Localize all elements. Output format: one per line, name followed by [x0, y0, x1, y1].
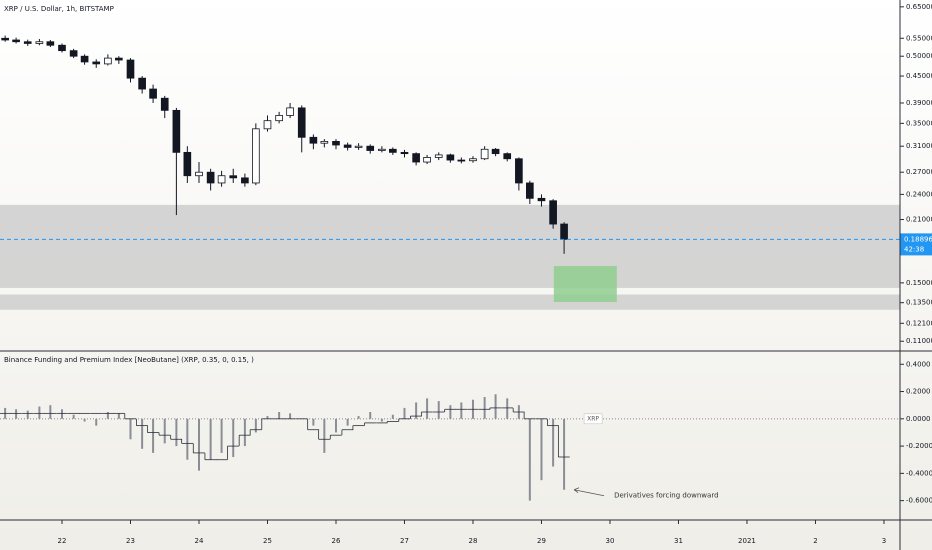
candle-body	[58, 44, 66, 52]
x-tick-label: 25	[263, 537, 272, 545]
candle-body	[423, 157, 431, 163]
x-tick-label: 3	[882, 537, 886, 545]
y-tick-label: 0.2000	[906, 388, 931, 396]
series-label: XRP	[587, 415, 599, 422]
candle-body	[446, 154, 455, 161]
candle-body	[12, 39, 20, 43]
y-tick-label: -0.6000	[906, 497, 932, 505]
candle-body	[252, 128, 260, 184]
candle-body	[183, 151, 192, 177]
y-tick-label: 0.4000	[906, 360, 931, 368]
candle-body	[1, 37, 9, 41]
x-tick-label: 31	[674, 537, 683, 545]
candle-body	[149, 88, 157, 99]
zone	[0, 204, 900, 288]
candle-body	[526, 182, 534, 199]
zone	[0, 294, 900, 310]
x-tick-label: 29	[537, 537, 546, 545]
x-tick-label: 22	[58, 537, 67, 545]
annotation-arrowhead	[573, 487, 580, 494]
candle-body	[400, 151, 409, 155]
target-box	[553, 266, 617, 302]
candle-body	[263, 120, 272, 130]
candle-body	[195, 171, 203, 177]
series-label-box	[583, 413, 603, 425]
last-price-box	[900, 233, 932, 256]
candle-body	[217, 175, 226, 184]
y-tick-label: 0.0000	[906, 415, 931, 423]
candle-body	[434, 154, 443, 158]
candle-body	[366, 145, 375, 151]
x-tick-label: 2	[813, 537, 817, 545]
indicator-title: Binance Funding and Premium Index [NeoBu…	[4, 356, 254, 364]
candle-body	[560, 223, 568, 240]
candle-body	[286, 107, 294, 116]
x-tick-label: 28	[469, 537, 478, 545]
x-tick-label: 27	[400, 537, 409, 545]
candle-body	[332, 141, 340, 146]
candle-body	[241, 177, 249, 184]
candle-body	[229, 175, 238, 179]
annotation-arrow	[574, 489, 605, 497]
y-tick-label: -0.2000	[906, 442, 932, 450]
candle-body	[389, 148, 397, 153]
candle-body	[343, 144, 352, 148]
x-tick-label: 24	[195, 537, 204, 545]
candle-body	[172, 109, 181, 153]
last-price-label: 0.18896	[904, 235, 932, 243]
y-tick-label: 0.11000	[906, 337, 932, 345]
candle-body	[46, 41, 55, 46]
candle-body	[503, 153, 512, 160]
candle-body	[115, 57, 123, 61]
candle-body	[457, 159, 466, 162]
candle-body	[104, 57, 112, 65]
x-tick-label: 2021	[738, 537, 756, 545]
candle-body	[354, 145, 363, 148]
candle-body	[206, 171, 215, 184]
candle-body	[491, 148, 500, 155]
candle-body	[80, 55, 89, 63]
candle-body	[160, 97, 169, 111]
candle-body	[35, 41, 44, 44]
candle-body	[297, 107, 306, 138]
x-tick-label: 26	[332, 537, 341, 545]
countdown-label: 42:38	[904, 245, 924, 253]
candle-body	[126, 59, 135, 79]
candle-body	[480, 148, 489, 160]
annotation: Derivatives forcing downward	[614, 492, 718, 500]
candle-body	[320, 141, 329, 144]
y-tick-label: -0.4000	[906, 469, 932, 477]
candle-body	[412, 153, 420, 163]
candle-body	[309, 136, 318, 144]
candle-body	[69, 50, 78, 57]
chart-title: XRP / U.S. Dollar, 1h, BITSTAMP	[4, 5, 114, 13]
candle-body	[537, 197, 546, 202]
candle-body	[92, 61, 101, 65]
candle-body	[515, 158, 523, 184]
candle-body	[138, 77, 146, 90]
candle-body	[23, 41, 32, 44]
x-tick-label: 23	[126, 537, 135, 545]
candle-body	[549, 200, 557, 225]
candle-body	[469, 158, 477, 162]
x-tick-label: 30	[606, 537, 615, 545]
candle-body	[275, 115, 283, 122]
candle-body	[378, 148, 386, 151]
